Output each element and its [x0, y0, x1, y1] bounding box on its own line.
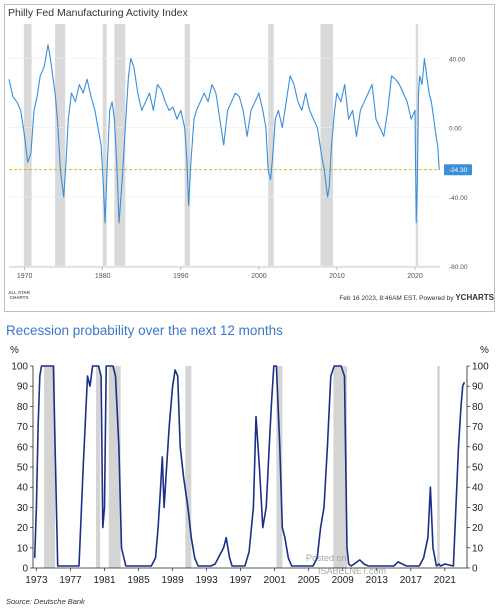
chart2-x-tick-label: 1977	[59, 575, 82, 586]
chart2-x-tick-label: 1973	[25, 575, 48, 586]
ycharts-logo: YCHARTS	[455, 293, 494, 302]
chart2-source: Source: Deutsche Bank	[6, 597, 85, 606]
chart2-x-tick-label: 1993	[195, 575, 218, 586]
chart2-y-tick-label-left: 70	[17, 422, 29, 433]
chart1-index-line	[8, 44, 440, 224]
chart2-y-tick-label-left: 50	[17, 463, 29, 474]
chart2-recession-band-3	[185, 366, 192, 568]
chart2-title: Recession probability over the next 12 m…	[6, 323, 283, 338]
chart1-x-tick-label: 1970	[17, 273, 33, 280]
chart2-recession-band-2	[108, 366, 121, 568]
chart2-y-tick-label-right: 40	[472, 483, 484, 494]
chart1-title: Philly Fed Manufacturing Activity Index	[8, 7, 188, 19]
y-unit-right: %	[480, 345, 489, 356]
chart1-y-tick-label: -80.00	[449, 264, 468, 271]
chart2-y-tick-label-right: 90	[472, 382, 484, 393]
chart2-recession-band-0	[44, 366, 56, 568]
chart1-recession-band-5	[268, 24, 274, 266]
chart1-x-tick-label: 2010	[329, 273, 345, 280]
chart2-y-tick-label-left: 30	[17, 503, 29, 514]
chart1-y-tick-label: 0.00	[449, 126, 462, 133]
chart1-recession-band-6	[320, 24, 334, 266]
chart2-y-tick-label-right: 60	[472, 442, 484, 453]
chart2-y-tick-label-left: 80	[17, 402, 29, 413]
chart2-x-tick-label: 1981	[93, 575, 116, 586]
y-unit-left: %	[10, 345, 19, 356]
chart1-y-tick-label: 40.00	[449, 57, 466, 64]
chart1-last-value-label: -24.30	[449, 167, 468, 174]
chart2-y-tick-label-right: 0	[472, 564, 478, 575]
chart2-recession-band-1	[95, 366, 101, 568]
chart2-y-tick-label-left: 0	[22, 564, 28, 575]
chart2-y-tick-label-right: 80	[472, 402, 484, 413]
chart1-recession-band-3	[114, 24, 126, 266]
chart2-y-tick-label-left: 10	[17, 543, 29, 554]
chart2-recession-band-4	[276, 366, 283, 568]
chart1-last-value-badge	[444, 164, 472, 176]
chart1-recession-band-0	[23, 24, 32, 266]
chart2-y-tick-label-left: 60	[17, 442, 29, 453]
chart2-x-tick-label: 2009	[332, 575, 355, 586]
chart2-y-tick-label-left: 90	[17, 382, 29, 393]
chart2-y-tick-label-right: 10	[472, 543, 484, 554]
chart2-y-tick-label-left: 40	[17, 483, 29, 494]
watermark-posted-on: Posted on	[306, 553, 347, 563]
chart1-recession-band-1	[55, 24, 66, 266]
chart1-x-tick-label: 2020	[407, 273, 423, 280]
chart2-x-tick-label: 1985	[127, 575, 150, 586]
philly-fed-chart-panel	[4, 4, 495, 312]
chart2-y-tick-label-right: 30	[472, 503, 484, 514]
chart1-footer: Feb 16 2023, 8:46AM EST. Powered by YCHA…	[339, 293, 494, 302]
watermark-isabelnet: ISABELNET.com	[318, 566, 386, 576]
chart2-probability-line	[33, 365, 466, 567]
chart2-recession-band-5	[333, 366, 348, 568]
chart2-y-tick-label-left: 100	[11, 362, 28, 373]
chart2-x-tick-label: 2001	[264, 575, 287, 586]
chart1-recession-band-4	[184, 24, 191, 266]
chart1-x-tick-label: 1980	[95, 273, 111, 280]
chart1-y-tick-label: -40.00	[449, 195, 468, 202]
all-star-charts-logo: ALL STAR CHARTS	[6, 290, 32, 300]
chart1-x-tick-label: 2000	[251, 273, 267, 280]
chart2-y-tick-label-right: 70	[472, 422, 484, 433]
logo-line-2: CHARTS	[9, 295, 29, 300]
chart2-x-tick-label: 2005	[298, 575, 321, 586]
footer-date: Feb 16 2023, 8:46AM EST. Powered by	[339, 295, 454, 302]
chart2-x-tick-label: 1997	[230, 575, 253, 586]
chart2-y-tick-label-right: 100	[472, 362, 489, 373]
chart2-recession-band-6	[437, 366, 440, 568]
chart2-x-tick-label: 2013	[366, 575, 389, 586]
chart2-x-tick-label: 2017	[400, 575, 423, 586]
chart1-recession-band-7	[415, 24, 419, 266]
chart2-y-tick-label-right: 50	[472, 463, 484, 474]
chart1-x-tick-label: 1990	[173, 273, 189, 280]
logo-line-1: ALL STAR	[8, 290, 30, 295]
chart1-recession-band-2	[102, 24, 107, 266]
chart2-x-tick-label: 2021	[434, 575, 457, 586]
chart2-y-tick-label-left: 20	[17, 523, 29, 534]
chart2-x-tick-label: 1989	[161, 575, 184, 586]
chart2-y-tick-label-right: 20	[472, 523, 484, 534]
